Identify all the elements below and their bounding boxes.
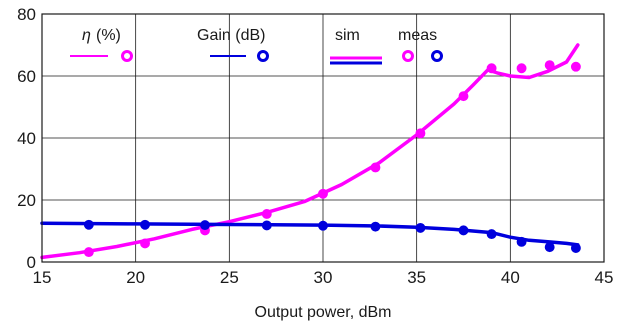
legend-meas-eta-marker xyxy=(402,50,414,62)
point-gain-db-meas xyxy=(486,229,497,240)
point-meas xyxy=(370,162,381,173)
point-meas xyxy=(458,91,469,102)
legend-meas-gain-marker xyxy=(431,50,443,62)
x-tick-label: 20 xyxy=(126,268,145,287)
y-tick-label: 20 xyxy=(17,191,36,210)
x-axis-title: Output power, dBm xyxy=(255,304,392,321)
legend-eta-marker xyxy=(121,50,133,62)
x-tick-label: 25 xyxy=(220,268,239,287)
x-tick-label: 45 xyxy=(595,268,614,287)
x-tick-label: 15 xyxy=(33,268,52,287)
x-tick-label: 35 xyxy=(407,268,426,287)
y-tick-label: 0 xyxy=(27,253,36,272)
x-tick-label: 40 xyxy=(501,268,520,287)
point-gain-db-meas xyxy=(544,242,555,253)
legend-meas-label: meas xyxy=(398,27,437,44)
point-gain-db-meas xyxy=(318,220,328,231)
point-meas xyxy=(318,188,328,199)
legend-eta-unit: (%) xyxy=(96,27,121,44)
legend-sim-label: sim xyxy=(335,27,360,44)
y-tick-label: 80 xyxy=(17,5,36,24)
point-meas xyxy=(570,61,581,72)
point-gain-db-meas xyxy=(415,222,426,233)
point-gain-db-meas xyxy=(200,220,210,231)
y-tick-labels: 0 20 40 60 80 xyxy=(17,5,36,272)
point-meas xyxy=(544,60,555,71)
point-meas xyxy=(516,63,527,74)
legend-gain-label: Gain (dB) xyxy=(197,27,265,44)
legend-eta-symbol: η xyxy=(82,27,91,44)
series-line-sim xyxy=(40,43,580,260)
point-meas xyxy=(415,128,426,139)
point-gain-db-meas xyxy=(261,220,272,231)
point-gain-db-meas xyxy=(83,219,94,230)
point-gain-db-meas xyxy=(516,236,527,247)
series-line-gain-db-sim xyxy=(40,221,580,247)
point-gain-db-meas xyxy=(458,225,469,236)
point-gain-db-meas xyxy=(370,221,381,232)
plot-area xyxy=(40,43,581,260)
point-meas xyxy=(83,247,94,258)
point-gain-db-meas xyxy=(570,243,581,254)
legend-gain-marker xyxy=(257,50,269,62)
point-gain-db-meas xyxy=(140,219,150,230)
x-tick-labels: 15 20 25 30 35 40 45 xyxy=(33,268,614,287)
x-tick-label: 30 xyxy=(314,268,333,287)
point-meas xyxy=(140,238,150,249)
point-meas xyxy=(261,209,272,219)
point-meas xyxy=(486,63,497,74)
y-tick-label: 40 xyxy=(17,129,36,148)
legend: η (%) Gain (dB) sim meas xyxy=(70,27,443,65)
y-tick-label: 60 xyxy=(17,67,36,86)
plot-frame xyxy=(41,13,605,263)
